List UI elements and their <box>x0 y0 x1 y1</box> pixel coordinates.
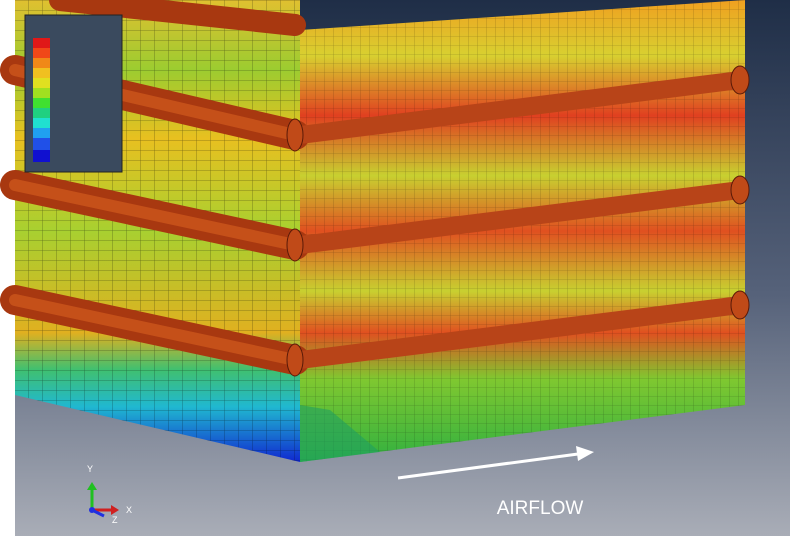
triad-y: Y <box>87 464 93 474</box>
triad-z: Z <box>112 515 118 525</box>
viewport: AIRFLOW Y X Z <box>0 0 790 536</box>
airflow-label: AIRFLOW <box>497 498 584 519</box>
triad-x: X <box>126 505 132 515</box>
legend <box>25 15 122 172</box>
